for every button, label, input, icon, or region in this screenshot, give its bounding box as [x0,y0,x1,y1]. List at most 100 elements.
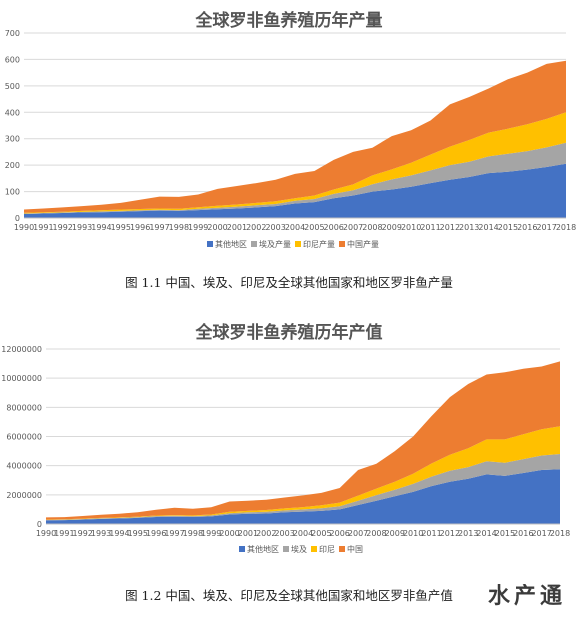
x-tick-label: 2001 [238,529,258,538]
x-tick-label: 1990 [14,223,34,232]
x-tick-label: 2000 [219,529,239,538]
legend-swatch [311,546,317,552]
x-tick-label: 2002 [246,223,266,232]
legend-label: 中国 [347,544,363,554]
x-tick-label: 1997 [164,529,184,538]
y-tick-label: 6000000 [6,433,42,442]
x-tick-label: 2018 [556,223,576,232]
x-tick-label: 2005 [311,529,331,538]
x-tick-label: 1991 [33,223,53,232]
figure-caption-1: 图 1.1 中国、埃及、印尼及全球其他国家和地区罗非鱼产量 [125,275,453,290]
y-tick-label: 12000000 [1,345,42,354]
x-tick-label: 1997 [149,223,169,232]
x-tick-label: 2017 [531,529,551,538]
x-tick-label: 2008 [366,529,386,538]
x-tick-label: 1992 [73,529,93,538]
value-chart: 全球罗非鱼养殖历年产值 0 2000000 4000000 6000000 800000… [0,312,578,562]
x-tick-label: 2003 [274,529,294,538]
x-tick-label: 1995 [128,529,148,538]
x-tick-label: 2007 [348,529,368,538]
legend-swatch [207,241,213,247]
y-tick-label: 500 [5,82,20,91]
y-tick-label: 100 [5,188,20,197]
x-tick-label: 2018 [550,529,570,538]
x-tick-label: 2009 [385,529,405,538]
x-tick-label: 2001 [227,223,247,232]
watermark-logo: 水产通 [487,584,566,609]
y-tick-label: 0 [37,520,42,529]
x-tick-label: 1996 [130,223,150,232]
legend-label: 中国产量 [347,239,379,249]
legend-swatch [339,546,345,552]
area-series-其他地区 [24,163,566,218]
x-tick-label: 2010 [403,529,423,538]
x-tick-label: 2015 [495,529,515,538]
legend-swatch [283,546,289,552]
figure-caption-2: 图 1.2 中国、埃及、印尼及全球其他国家和地区罗非鱼产值 [125,588,453,603]
y-tick-label: 200 [5,161,20,170]
x-tick-label: 1991 [54,529,74,538]
x-tick-label: 2009 [382,223,402,232]
legend-swatch [339,241,345,247]
x-tick-label: 2008 [362,223,382,232]
y-tick-label: 600 [5,55,20,64]
y-tick-label: 2000000 [6,491,42,500]
production-chart-plot: 0100200300400500600700199019911992199319… [5,29,576,249]
production-chart: 全球罗非鱼养殖历年产量 0 100 200 300 400 500 600 700 1990 19… [0,0,578,260]
x-tick-label: 2012 [440,529,460,538]
area-series-中国产量 [24,60,566,213]
x-tick-label: 2005 [304,223,324,232]
x-tick-label: 2013 [458,529,478,538]
area-series-印尼产量 [24,112,566,214]
y-tick-label: 8000000 [6,403,42,412]
x-tick-label: 1996 [146,529,166,538]
value-chart-title: 全球罗非鱼养殖历年产值 [195,323,383,343]
x-tick-label: 1995 [111,223,131,232]
y-tick-label: 10000000 [1,374,42,383]
legend-label: 埃及产量 [259,239,291,249]
x-tick-label: 2004 [285,223,305,232]
x-tick-label: 2003 [265,223,285,232]
x-tick-label: 2000 [207,223,227,232]
x-tick-label: 2013 [459,223,479,232]
x-tick-label: 2011 [421,529,441,538]
y-tick-label: 700 [5,29,20,38]
x-tick-label: 1994 [109,529,129,538]
value-chart-plot: 0 2000000 4000000 6000000 8000000 10000000 120… [1,345,570,554]
legend-label: 印尼 [319,545,335,554]
x-tick-label: 1992 [53,223,73,232]
area-series-其他地区 [46,469,560,524]
x-tick-label: 1993 [91,529,111,538]
legend-label: 印尼产量 [303,239,335,249]
x-tick-label: 1999 [188,223,208,232]
y-tick-label: 4000000 [6,462,42,471]
legend-label: 其他地区 [247,544,279,554]
x-tick-label: 1993 [72,223,92,232]
area-series-埃及产量 [24,142,566,214]
x-tick-label: 2006 [324,223,344,232]
x-tick-label: 2006 [330,529,350,538]
x-tick-label: 2010 [401,223,421,232]
x-tick-label: 2016 [517,223,537,232]
x-tick-label: 2011 [420,223,440,232]
y-tick-label: 400 [5,108,20,117]
x-tick-label: 1998 [183,529,203,538]
x-tick-label: 2016 [513,529,533,538]
x-tick-label: 2002 [256,529,276,538]
production-chart-title: 全球罗非鱼养殖历年产量 [195,11,383,31]
legend-label: 埃及 [291,544,307,554]
area-series-中国 [46,361,560,520]
legend-label: 其他地区 [215,239,247,249]
x-tick-label: 1998 [169,223,189,232]
y-tick-label: 300 [5,135,20,144]
legend-swatch [295,241,301,247]
x-tick-label: 2012 [440,223,460,232]
x-tick-label: 2015 [498,223,518,232]
x-tick-label: 2004 [293,529,313,538]
x-tick-label: 1994 [91,223,111,232]
x-tick-label: 2014 [478,223,498,232]
y-tick-label: 0 [15,214,20,223]
x-tick-label: 2017 [536,223,556,232]
legend-swatch [239,546,245,552]
x-tick-label: 1990 [36,529,56,538]
